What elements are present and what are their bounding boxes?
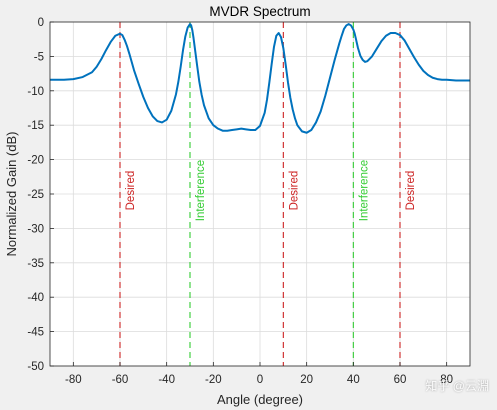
x-tick-label: -60 [112, 374, 129, 386]
x-axis-label: Angle (degree) [217, 392, 303, 407]
y-tick-label: -25 [27, 189, 44, 201]
y-tick-label: -5 [34, 51, 44, 63]
y-tick-label: -10 [27, 86, 44, 98]
marker-lines: Desired Interference Desired Interference De… [119, 22, 417, 366]
y-tick-label: -15 [27, 120, 44, 132]
x-tick-label: 0 [257, 374, 263, 386]
y-tick-label: -30 [27, 223, 44, 235]
x-tick-label: -20 [205, 374, 222, 386]
x-tick-label: 80 [440, 374, 453, 386]
y-tick-label: -35 [27, 258, 44, 270]
y-axis-label: Normalized Gain (dB) [4, 132, 19, 257]
x-tick-label: -40 [158, 374, 175, 386]
x-tick-label: -80 [65, 374, 82, 386]
x-tick-label: 20 [300, 374, 313, 386]
y-tick-label: -40 [27, 292, 44, 304]
x-tick-label: 40 [347, 374, 360, 386]
x-tick-label: 60 [394, 374, 407, 386]
y-tick-label: -45 [27, 327, 44, 339]
axis-ticks: -80 -60 -40 -20 0 20 40 60 80 0 -5 -10 -15 -20 -25 -30 -… [27, 17, 453, 386]
y-tick-label: -20 [27, 155, 44, 167]
watermark: 知乎 @云淵 [425, 379, 489, 393]
y-tick-label: -50 [27, 361, 44, 373]
marker-label: Desired [405, 171, 417, 211]
marker-label: Interference [358, 160, 370, 221]
chart-title: MVDR Spectrum [209, 4, 310, 19]
y-tick-label: 0 [38, 17, 44, 29]
series-line [50, 23, 470, 134]
marker-label: Interference [195, 160, 207, 221]
marker-label: Desired [288, 171, 300, 211]
marker-label: Desired [125, 171, 137, 211]
